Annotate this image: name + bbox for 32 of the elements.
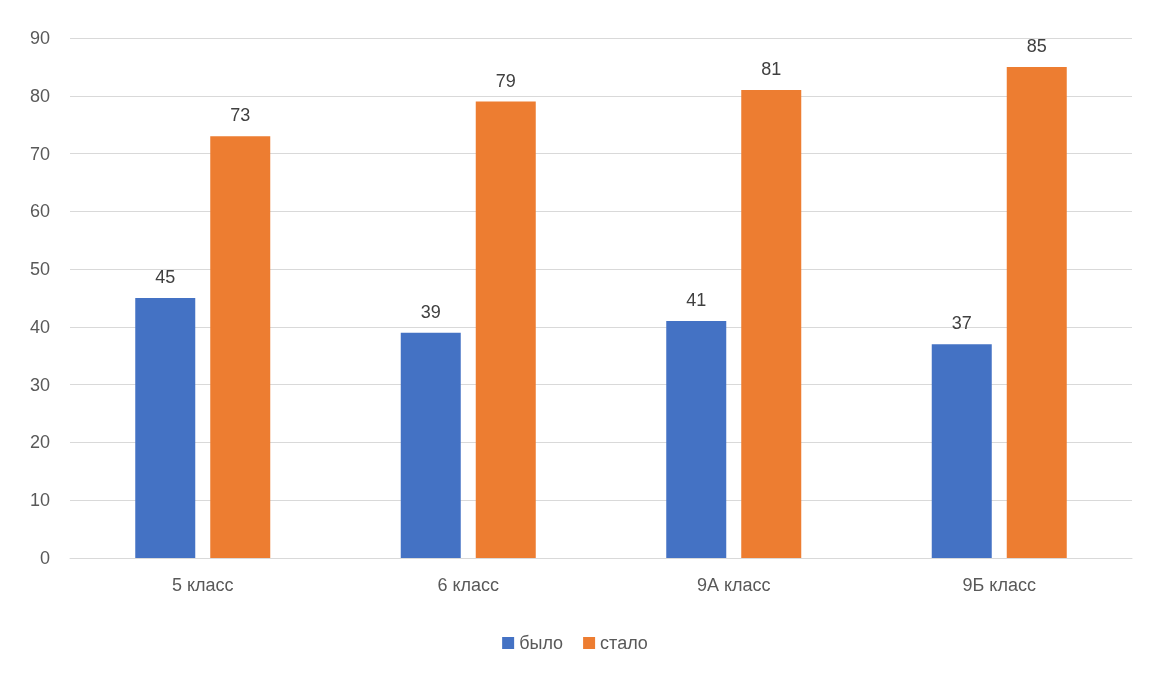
- x-tick-label: 9А класс: [696, 575, 771, 595]
- bar: [400, 332, 461, 558]
- bar: [135, 298, 196, 558]
- y-tick-label: 30: [29, 374, 50, 395]
- data-label: 81: [761, 59, 782, 79]
- bar: [210, 136, 271, 558]
- y-tick-label: 50: [29, 259, 50, 280]
- bar: [931, 344, 992, 558]
- data-label: 37: [951, 313, 972, 334]
- data-label: 39: [420, 301, 441, 322]
- y-tick-label: 70: [29, 143, 50, 164]
- legend-label: стало: [600, 633, 648, 653]
- y-tick-label: 40: [29, 316, 50, 337]
- bar: [741, 90, 802, 558]
- legend-label: было: [519, 633, 564, 653]
- y-tick-label: 10: [29, 490, 50, 511]
- y-tick-label: 60: [29, 201, 50, 222]
- data-label: 45: [155, 267, 176, 287]
- data-label: 79: [495, 70, 516, 91]
- y-tick-label: 90: [29, 28, 50, 48]
- bar: [666, 321, 727, 558]
- data-label: 41: [686, 290, 707, 311]
- data-label: 73: [230, 105, 251, 126]
- y-tick-label: 0: [39, 548, 50, 568]
- y-tick-label: 20: [29, 432, 50, 453]
- x-tick-label: 9Б класс: [962, 575, 1036, 595]
- x-tick-label: 6 класс: [437, 575, 500, 595]
- bar: [475, 101, 536, 558]
- y-tick-label: 80: [29, 85, 50, 106]
- x-tick-label: 5 класс: [171, 575, 234, 595]
- data-label: 85: [1026, 35, 1047, 56]
- bar: [1006, 66, 1067, 558]
